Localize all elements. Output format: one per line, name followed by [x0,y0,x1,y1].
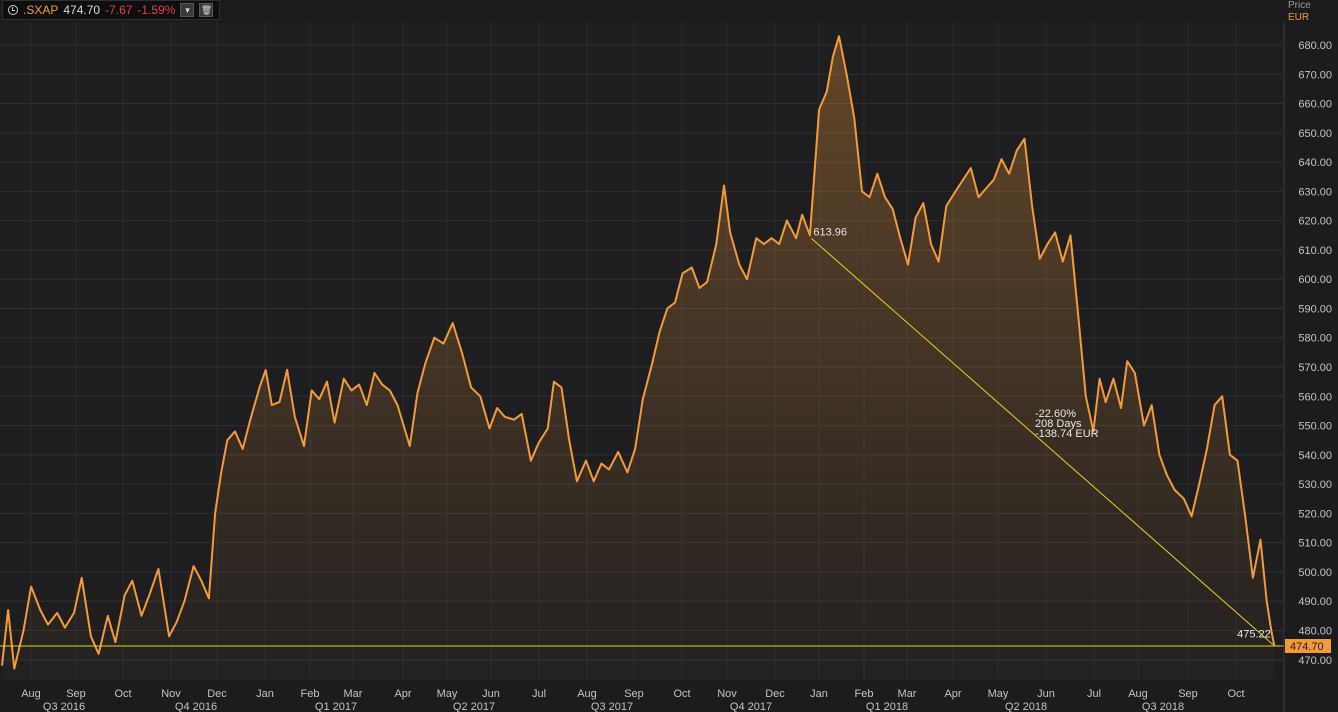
y-tick-label: 610.00 [1298,245,1332,257]
y-tick-label: 600.00 [1298,274,1332,286]
instrument-legend: .SXAP 474.70 -7.67 -1.59% ▾ 🗑 [2,0,221,20]
month-label: Jun [482,688,500,700]
quarter-label: Q4 2016 [175,701,217,712]
trendline-start-label: 613.96 [813,226,847,238]
quarter-label: Q1 2018 [866,701,908,712]
month-label: Oct [1227,688,1244,700]
y-tick-label: 480.00 [1298,625,1332,637]
clock-icon[interactable] [8,5,18,15]
y-tick-label: 580.00 [1298,333,1332,345]
quarter-label: Q3 2016 [43,701,85,712]
quarter-label: Q1 2017 [315,701,357,712]
quarter-label: Q2 2018 [1005,701,1047,712]
month-label: Aug [577,688,597,700]
month-label: Jan [256,688,274,700]
y-tick-label: 670.00 [1298,69,1332,81]
month-label: May [437,688,458,700]
month-label: Aug [21,688,41,700]
last-price-tag-label: 474.70 [1290,641,1324,653]
price-change: -7.67 [105,3,133,17]
y-tick-label: 490.00 [1298,596,1332,608]
y-tick-label: 560.00 [1298,391,1332,403]
price-change-percent: -1.59% [137,3,176,17]
month-label: Oct [673,688,690,700]
month-label: Apr [394,688,411,700]
trendline-stat-label: 208 Days [1035,418,1082,430]
month-label: Oct [114,688,131,700]
y-tick-label: 650.00 [1298,128,1332,140]
price-axis-header: Price EUR [1288,0,1311,24]
y-tick-label: 660.00 [1298,99,1332,111]
y-tick-label: 540.00 [1298,450,1332,462]
trendline [811,237,1274,645]
y-tick-label: 510.00 [1298,538,1332,550]
y-tick-label: 520.00 [1298,508,1332,520]
month-label: Mar [898,688,917,700]
chevron-down-icon[interactable]: ▾ [180,3,195,17]
y-tick-label: 680.00 [1298,40,1332,52]
price-line [1,35,1276,670]
price-axis: 470.00 480.00 490.00 500.00 510.00 520.00 530.… [1283,22,1332,712]
time-axis: Aug Sep Oct Nov Dec Jan Feb Mar Apr May Jun Jul Aug S… [21,688,1244,712]
month-label: Jan [810,688,828,700]
month-label: Aug [1128,688,1148,700]
month-label: Dec [207,688,227,700]
y-tick-label: 550.00 [1298,421,1332,433]
trendline-end-label: 475.22 [1237,628,1271,640]
month-label: Sep [624,688,644,700]
quarter-label: Q2 2017 [453,701,495,712]
price-area-fill [2,36,1275,680]
month-label: Feb [855,688,874,700]
trendline-stat-label: -138.74 EUR [1035,428,1099,440]
y-tick-label: 640.00 [1298,157,1332,169]
price-axis-label: Price [1288,0,1311,11]
y-tick-label: 630.00 [1298,186,1332,198]
month-label: Sep [1178,688,1198,700]
instrument-symbol[interactable]: .SXAP [23,3,59,17]
trendline-stat-label: -22.60% [1035,408,1076,420]
month-label: Sep [66,688,86,700]
month-label: Feb [301,688,320,700]
quarter-label: Q3 2018 [1142,701,1184,712]
y-tick-label: 530.00 [1298,479,1332,491]
month-label: Dec [765,688,785,700]
month-label: May [988,688,1009,700]
month-label: Jul [1087,688,1101,700]
quarter-label: Q4 2017 [730,701,772,712]
plot-area: 613.96 475.22 -22.60%208 Days-138.74 EUR [0,35,1284,680]
month-label: Jul [532,688,546,700]
y-tick-label: 620.00 [1298,216,1332,228]
last-price: 474.70 [63,3,101,17]
y-tick-label: 500.00 [1298,567,1332,579]
quarter-label: Q3 2017 [591,701,633,712]
month-label: Nov [161,688,181,700]
last-price-tag [1285,639,1331,653]
month-label: Mar [344,688,363,700]
y-tick-label: 570.00 [1298,362,1332,374]
month-label: Nov [717,688,737,700]
trash-icon[interactable]: 🗑 [199,3,214,17]
price-axis-currency: EUR [1288,12,1310,23]
month-label: Jun [1037,688,1055,700]
y-tick-label: 470.00 [1298,655,1332,667]
month-label: Apr [944,688,961,700]
y-tick-label: 590.00 [1298,303,1332,315]
